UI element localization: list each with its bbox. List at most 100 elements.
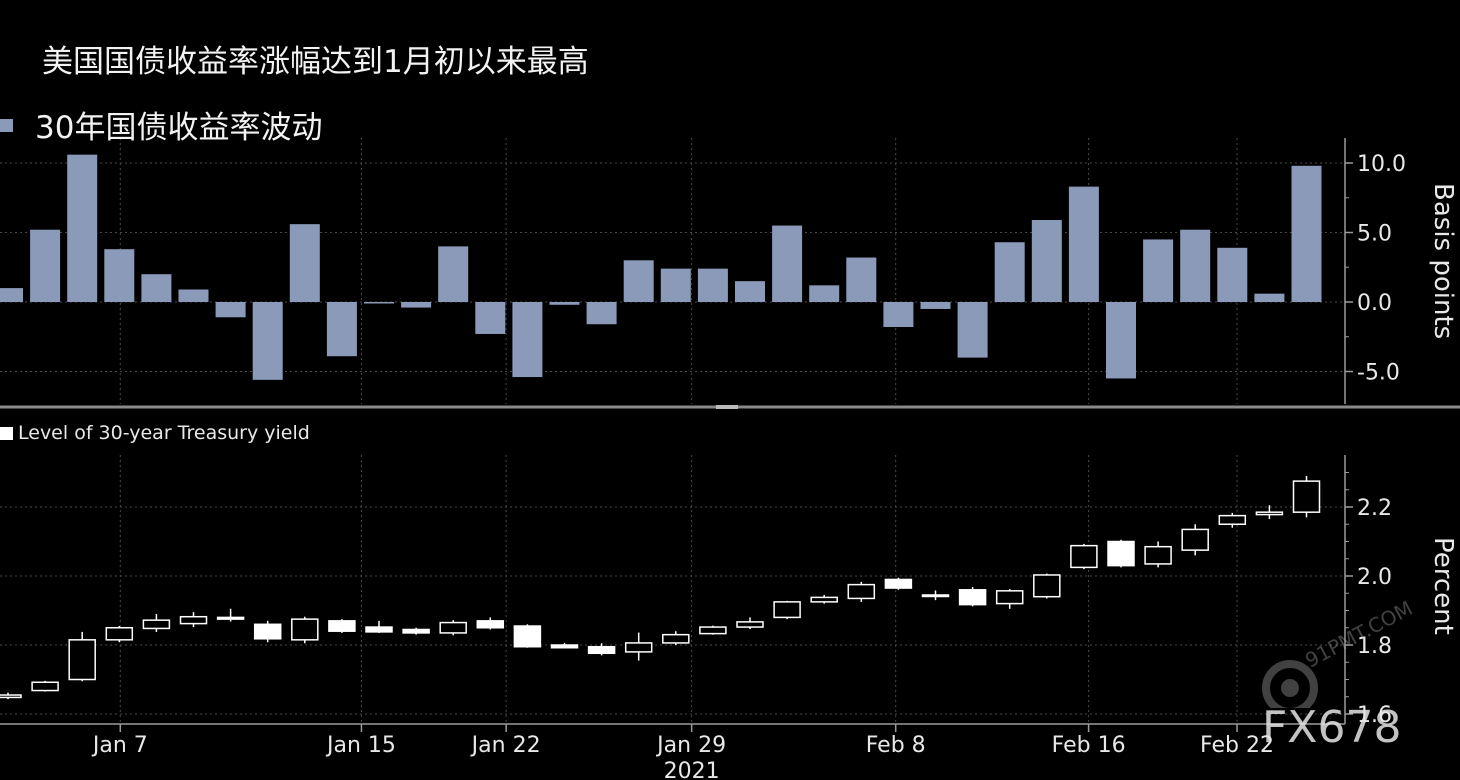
bar-11 bbox=[401, 302, 432, 308]
bar-13 bbox=[475, 302, 506, 334]
candle-body-12 bbox=[439, 621, 467, 634]
candle-body-14 bbox=[513, 625, 542, 648]
candle-body-1 bbox=[31, 681, 59, 692]
bar-4 bbox=[141, 274, 172, 302]
bar-33 bbox=[1217, 247, 1248, 302]
basis-point-bars bbox=[0, 154, 1322, 380]
bar-26 bbox=[957, 302, 988, 358]
candle-body-30 bbox=[1107, 540, 1135, 567]
candle-legend: Level of 30-year Treasury yield bbox=[0, 422, 310, 444]
bottom-y-axis-label: Percent bbox=[1428, 537, 1458, 635]
bar-14 bbox=[512, 302, 543, 378]
watermark-text: FX678 bbox=[1262, 702, 1402, 753]
bar-15 bbox=[549, 302, 580, 305]
candle-body-25 bbox=[921, 594, 950, 598]
top-ytick-label: -5.0 bbox=[1357, 361, 1400, 386]
candle-body-13 bbox=[476, 620, 505, 629]
bar-legend-swatch bbox=[0, 119, 13, 132]
xtick-label: Jan 7 bbox=[91, 733, 148, 758]
xtick-label: Jan 15 bbox=[325, 733, 396, 758]
xtick-label: Jan 29 bbox=[655, 733, 726, 758]
candle-body-8 bbox=[291, 618, 319, 641]
separator-handle bbox=[716, 405, 738, 409]
candle-body-35 bbox=[1292, 480, 1321, 513]
bar-28 bbox=[1031, 219, 1062, 302]
candle-body-11 bbox=[402, 628, 430, 634]
axes-layer bbox=[0, 138, 1460, 732]
top-ytick-label: 5.0 bbox=[1357, 222, 1392, 247]
bar-25 bbox=[920, 302, 951, 309]
bottom-ytick-label: 2.2 bbox=[1357, 496, 1392, 521]
bar-20 bbox=[735, 281, 765, 302]
top-y-axis-label: Basis points bbox=[1428, 183, 1458, 339]
bar-8 bbox=[289, 224, 320, 302]
bar-32 bbox=[1180, 229, 1211, 302]
candle-legend-swatch bbox=[0, 427, 13, 440]
bar-27 bbox=[994, 242, 1025, 302]
top-ytick-label: 0.0 bbox=[1357, 291, 1392, 316]
bar-23 bbox=[846, 257, 877, 302]
candle-body-26 bbox=[958, 589, 987, 606]
bar-17 bbox=[623, 260, 654, 302]
candle-body-9 bbox=[328, 620, 356, 632]
bar-30 bbox=[1106, 302, 1136, 379]
bar-5 bbox=[178, 289, 209, 302]
candle-body-23 bbox=[847, 583, 876, 600]
bar-0 bbox=[0, 288, 23, 302]
bar-3 bbox=[104, 249, 135, 302]
bar-34 bbox=[1254, 293, 1285, 302]
candle-body-29 bbox=[1070, 544, 1098, 569]
xtick-label: Feb 8 bbox=[866, 733, 926, 758]
candle-body-19 bbox=[699, 626, 727, 635]
top-ytick-label: 10.0 bbox=[1357, 152, 1406, 177]
bar-16 bbox=[586, 302, 617, 325]
candle-body-10 bbox=[365, 626, 393, 633]
label-layer: 10.0 5.0 0.0 -5.0 Basis points 2.2 2.0 1.8 1.6 Pe… bbox=[91, 152, 1458, 780]
chart-title: 美国国债收益率涨幅达到1月初以来最高 bbox=[42, 44, 589, 80]
bar-2 bbox=[67, 154, 98, 302]
candle-body-31 bbox=[1144, 545, 1172, 565]
bar-legend: 30年国债收益率波动 bbox=[0, 102, 322, 147]
candle-body-4 bbox=[142, 619, 171, 630]
bottom-ytick-label: 2.0 bbox=[1357, 565, 1392, 590]
watermark-logo-icon: 91PMT.COM bbox=[1262, 598, 1416, 708]
candle-body-18 bbox=[662, 633, 690, 644]
candle-body-17 bbox=[624, 642, 653, 653]
candle-body-6 bbox=[216, 616, 245, 620]
candle-body-2 bbox=[68, 639, 96, 681]
bar-1 bbox=[30, 229, 61, 302]
bar-24 bbox=[883, 302, 914, 328]
xtick-label: Jan 22 bbox=[470, 733, 541, 758]
yield-candlesticks bbox=[0, 475, 1321, 700]
bar-9 bbox=[326, 302, 357, 357]
candle-body-20 bbox=[736, 621, 764, 628]
xtick-label: Feb 22 bbox=[1200, 733, 1274, 758]
candle-body-16 bbox=[587, 645, 616, 655]
bar-21 bbox=[772, 225, 803, 302]
candle-body-22 bbox=[810, 596, 838, 603]
bar-35 bbox=[1291, 165, 1322, 302]
bar-18 bbox=[660, 268, 691, 302]
bar-12 bbox=[438, 246, 469, 302]
candle-body-27 bbox=[995, 590, 1024, 605]
bar-legend-label: 30年国债收益率波动 bbox=[35, 110, 323, 146]
candle-body-21 bbox=[773, 601, 801, 619]
candle-legend-label: Level of 30-year Treasury yield bbox=[18, 422, 310, 444]
candle-body-24 bbox=[884, 578, 913, 589]
bar-7 bbox=[252, 302, 283, 380]
candle-body-15 bbox=[550, 644, 579, 649]
candle-body-5 bbox=[179, 615, 208, 625]
bar-10 bbox=[364, 302, 394, 304]
bottom-ytick-label: 1.8 bbox=[1357, 634, 1392, 659]
x-axis-year-label: 2021 bbox=[664, 759, 720, 780]
candle-body-7 bbox=[253, 623, 282, 640]
bar-29 bbox=[1068, 186, 1099, 302]
bar-19 bbox=[697, 268, 728, 302]
candle-body-34 bbox=[1255, 511, 1284, 516]
watermark-small-text: 91PMT.COM bbox=[1301, 598, 1416, 672]
candle-body-0 bbox=[0, 694, 22, 699]
candle-body-3 bbox=[105, 627, 134, 641]
bar-6 bbox=[215, 302, 246, 318]
candle-body-33 bbox=[1218, 514, 1247, 525]
